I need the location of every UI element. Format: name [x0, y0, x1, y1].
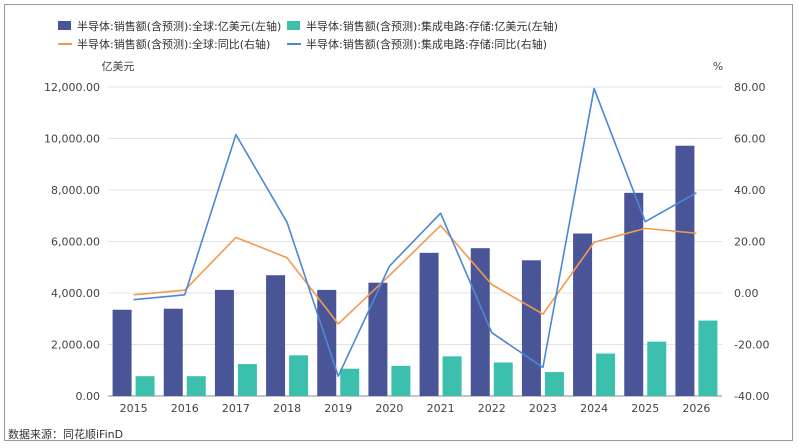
bar-global-sales [163, 308, 183, 396]
x-tick-label: 2018 [273, 402, 301, 415]
x-tick-label: 2019 [324, 402, 352, 415]
legend-swatch [58, 21, 71, 30]
bar-global-sales [266, 275, 286, 396]
bar-global-sales [624, 192, 644, 396]
bar-memory-sales [237, 364, 257, 396]
x-tick-label: 2020 [375, 402, 403, 415]
bar-memory-sales [596, 353, 616, 396]
bar-memory-sales [442, 356, 462, 396]
left-tick-label: 10,000.00 [44, 133, 100, 146]
legend-label: 半导体:销售额(含预测):全球:亿美元(左轴) [77, 19, 281, 33]
right-tick-label: -20.00 [734, 339, 769, 352]
x-tick-label: 2021 [427, 402, 455, 415]
left-tick-label: 2,000.00 [51, 339, 100, 352]
bar-memory-sales [391, 365, 411, 396]
bar-global-sales [112, 309, 132, 396]
bar-memory-sales [289, 355, 309, 396]
data-source-note: 数据来源：同花顺iFinD [8, 428, 124, 441]
bar-global-sales [470, 248, 490, 396]
right-tick-label: -40.00 [734, 390, 769, 403]
bar-global-sales [521, 260, 541, 396]
x-tick-label: 2023 [529, 402, 557, 415]
bar-global-sales [368, 282, 388, 396]
bar-global-sales [419, 252, 439, 396]
line-global-yoy [133, 224, 697, 325]
left-tick-label: 8,000.00 [51, 184, 100, 197]
left-tick-label: 0.00 [76, 390, 101, 403]
right-tick-label: 40.00 [734, 184, 766, 197]
left-tick-label: 12,000.00 [44, 81, 100, 94]
legend-label: 半导体:销售额(含预测):集成电路:存储:同比(右轴) [306, 37, 547, 51]
line-memory-yoy [133, 87, 697, 377]
left-tick-label: 6,000.00 [51, 236, 100, 249]
bar-memory-sales [698, 320, 718, 396]
x-tick-label: 2022 [478, 402, 506, 415]
bar-global-sales [573, 233, 593, 396]
bar-memory-sales [340, 368, 360, 396]
x-tick-label: 2016 [171, 402, 199, 415]
left-tick-label: 4,000.00 [51, 287, 100, 300]
bar-global-sales [214, 289, 234, 396]
bar-memory-sales [493, 362, 513, 396]
right-tick-label: 80.00 [734, 81, 766, 94]
legend-label: 半导体:销售额(含预测):全球:同比(右轴) [77, 37, 270, 51]
legend-label: 半导体:销售额(含预测):集成电路:存储:亿美元(左轴) [306, 19, 558, 33]
legend-swatch [287, 21, 300, 30]
bar-memory-sales [647, 341, 667, 396]
right-axis-unit: % [713, 60, 723, 73]
x-tick-label: 2024 [580, 402, 608, 415]
right-tick-label: 20.00 [734, 236, 766, 249]
right-tick-label: 60.00 [734, 133, 766, 146]
right-tick-label: 0.00 [734, 287, 759, 300]
x-tick-label: 2026 [682, 402, 710, 415]
x-tick-label: 2025 [631, 402, 659, 415]
left-axis-unit: 亿美元 [102, 60, 135, 73]
x-tick-label: 2015 [120, 402, 148, 415]
bar-global-sales [675, 145, 695, 396]
bar-memory-sales [135, 376, 155, 396]
x-tick-label: 2017 [222, 402, 250, 415]
bar-memory-sales [186, 376, 206, 396]
bar-memory-sales [544, 372, 564, 396]
